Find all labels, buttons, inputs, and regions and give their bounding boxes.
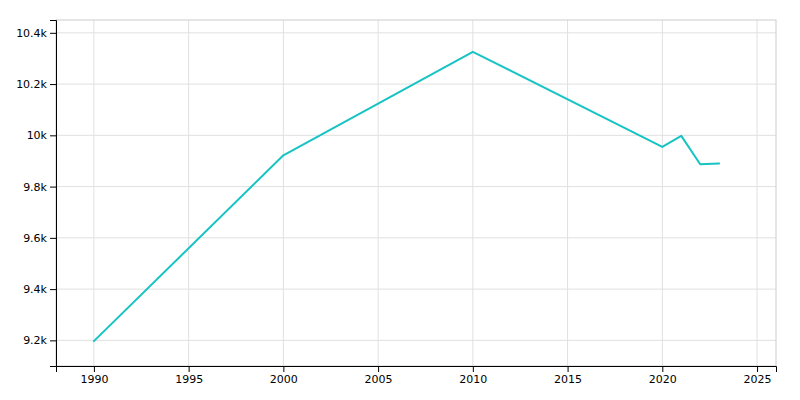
tick-label: 9.4k	[23, 283, 47, 296]
tick: 2015	[554, 366, 582, 386]
tick: 10.4k	[16, 27, 56, 40]
axis-line	[50, 21, 57, 367]
tick-mark	[662, 366, 663, 372]
grid	[56, 20, 776, 366]
tick: 10.2k	[16, 78, 56, 91]
plot-area: 1990 1995 2000 2005 2010 2015 2020 2025 9.2k 9.4k…	[16, 20, 776, 386]
tick-mark	[50, 187, 56, 188]
tick-label: 1995	[175, 373, 203, 386]
tick: 2000	[270, 366, 298, 386]
grid-line-y	[56, 135, 776, 136]
tick-mark	[50, 135, 56, 136]
grid-line-x	[188, 20, 189, 366]
tick-mark	[568, 366, 569, 372]
grid-line-y	[56, 340, 776, 341]
tick-mark	[50, 238, 56, 239]
grid-line-x	[93, 20, 94, 366]
tick: 1990	[80, 366, 108, 386]
tick-mark	[189, 366, 190, 372]
grid-line-x	[567, 20, 568, 366]
series-group	[94, 52, 719, 341]
grid-line-x	[283, 20, 284, 366]
tick: 2025	[744, 366, 772, 386]
grid-line-x	[472, 20, 473, 366]
tick-label: 2025	[744, 373, 772, 386]
tick-mark	[94, 366, 95, 372]
tick: 9.8k	[23, 181, 56, 194]
tick-label: 1990	[80, 373, 108, 386]
tick-label: 2005	[365, 373, 393, 386]
tick-label: 2010	[459, 373, 487, 386]
data-line	[94, 52, 719, 341]
grid-line-x	[757, 20, 758, 366]
tick-label: 2020	[649, 373, 677, 386]
chart-svg: 1990 1995 2000 2005 2010 2015 2020 2025 9.2k 9.4k…	[0, 0, 800, 400]
tick-label: 10.4k	[16, 27, 47, 40]
grid-line-y	[56, 32, 776, 33]
y-axis: 9.2k 9.4k 9.6k 9.8k 10k 10.2k 10.4k	[16, 21, 56, 367]
tick-label: 10k	[27, 129, 48, 142]
tick: 2020	[649, 366, 677, 386]
tick: 9.4k	[23, 283, 56, 296]
grid-line-y	[56, 186, 776, 187]
tick-label: 2000	[270, 373, 298, 386]
grid-line-y	[56, 289, 776, 290]
tick: 2010	[459, 366, 487, 386]
chart-container: 1990 1995 2000 2005 2010 2015 2020 2025 9.2k 9.4k…	[0, 0, 800, 400]
tick-mark	[50, 340, 56, 341]
tick-mark	[473, 366, 474, 372]
tick-mark	[283, 366, 284, 372]
tick-label: 2015	[554, 373, 582, 386]
tick: 1995	[175, 366, 203, 386]
tick-mark	[378, 366, 379, 372]
grid-line-x	[378, 20, 379, 366]
grid-line-y	[56, 237, 776, 238]
tick: 2005	[365, 366, 393, 386]
tick-label: 9.2k	[23, 334, 47, 347]
axis-line	[57, 367, 777, 373]
tick-mark	[50, 33, 56, 34]
tick: 10k	[27, 129, 56, 142]
tick-label: 9.8k	[23, 181, 47, 194]
tick-label: 9.6k	[23, 232, 47, 245]
tick-mark	[50, 84, 56, 85]
tick-label: 10.2k	[16, 78, 47, 91]
tick-mark	[757, 366, 758, 372]
x-axis: 1990 1995 2000 2005 2010 2015 2020 2025	[57, 366, 777, 386]
tick: 9.6k	[23, 232, 56, 245]
tick-mark	[50, 289, 56, 290]
tick: 9.2k	[23, 334, 56, 347]
grid-line-x	[662, 20, 663, 366]
plot-frame	[56, 20, 776, 366]
